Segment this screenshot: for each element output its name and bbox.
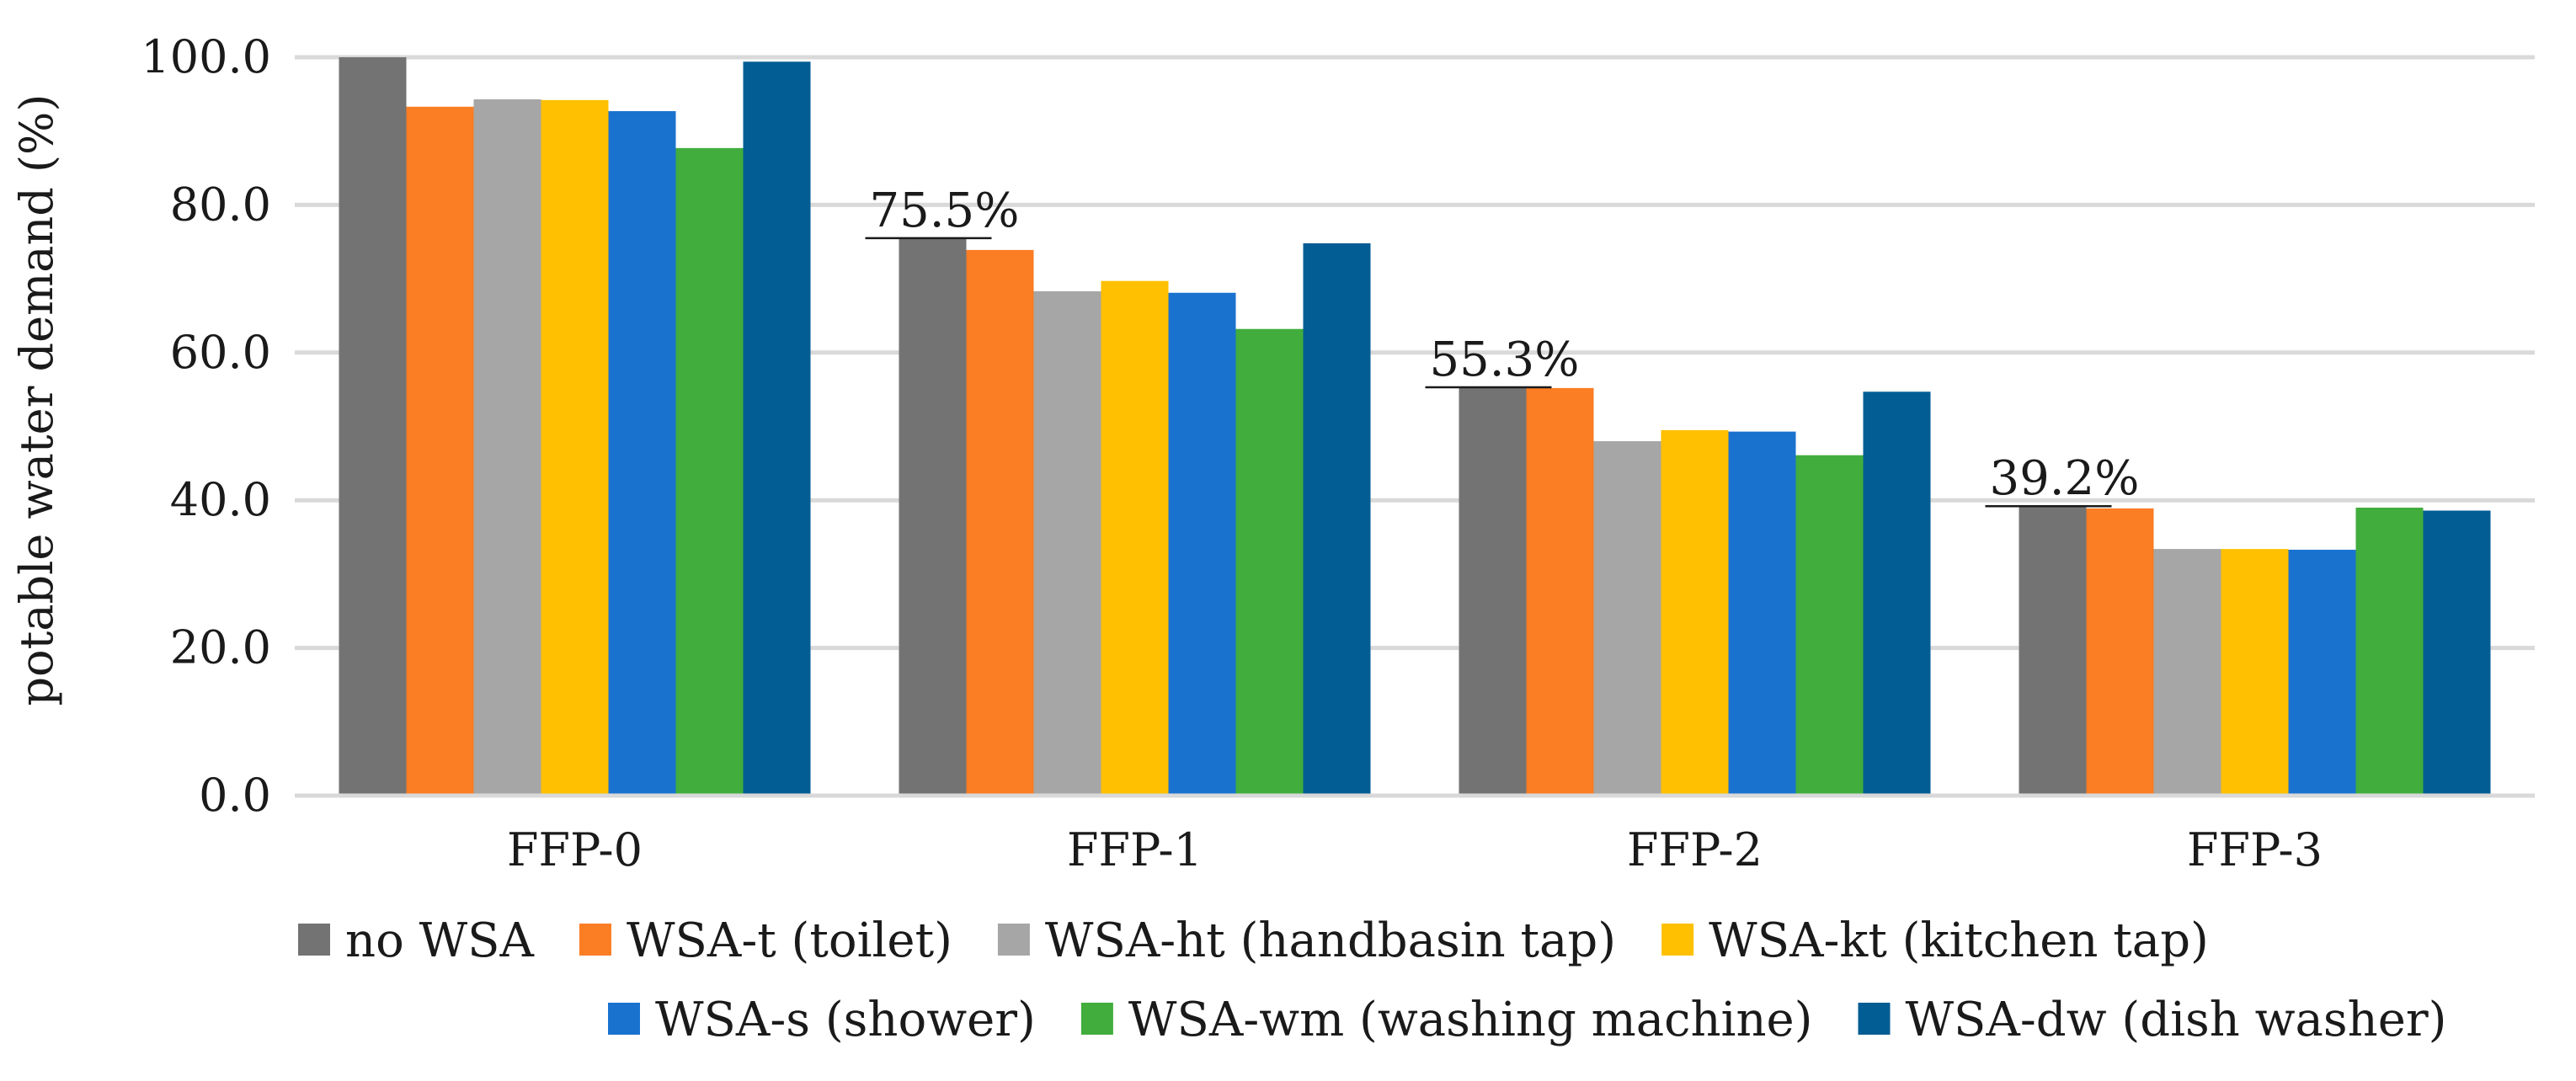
x-tick-label: FFP-3 — [2187, 823, 2323, 876]
bar — [608, 111, 676, 796]
y-axis-title: potable water demand (%) — [10, 94, 63, 706]
x-tick-label: FFP-2 — [1627, 823, 1763, 876]
annotations: 75.5% 55.3% 39.2% — [865, 184, 2140, 508]
legend-swatch — [579, 924, 611, 956]
bar — [2355, 507, 2424, 796]
bar — [2019, 506, 2087, 796]
y-tick-label: 60.0 — [170, 326, 271, 379]
legend-label: WSA-dw (dish washer) — [1906, 993, 2447, 1047]
legend-swatch — [608, 1003, 640, 1035]
bar — [541, 99, 609, 796]
bar — [1459, 387, 1527, 796]
legend-label: WSA-t (toilet) — [627, 913, 952, 968]
legend-label: no WSA — [345, 913, 535, 968]
bar — [2221, 549, 2289, 796]
annotation-label: 75.5% — [870, 184, 1020, 238]
legend-label: WSA-s (shower) — [655, 993, 1036, 1047]
bar — [675, 147, 744, 796]
legend-swatch — [1858, 1003, 1891, 1035]
y-tick-label: 100.0 — [141, 30, 271, 83]
bar — [473, 99, 541, 796]
bar — [1795, 455, 1864, 796]
y-tick-label: 0.0 — [199, 769, 271, 822]
annotation-label: 55.3% — [1430, 333, 1580, 387]
bar — [899, 237, 967, 796]
bar — [1303, 243, 1371, 796]
legend-swatch — [997, 924, 1030, 956]
bar — [1235, 328, 1304, 796]
bar — [2288, 549, 2356, 796]
legend-label: WSA-kt (kitchen tap) — [1709, 913, 2209, 968]
legend-label: WSA-ht (handbasin tap) — [1045, 913, 1616, 968]
bar — [1863, 391, 1931, 796]
bar — [743, 61, 811, 796]
bar — [1593, 441, 1661, 796]
bar — [1661, 429, 1729, 796]
bar — [1526, 387, 1594, 796]
bar — [2153, 549, 2221, 796]
x-tick-label: FFP-0 — [507, 823, 643, 876]
annotation-label: 39.2% — [1990, 451, 2140, 506]
bar — [2423, 510, 2491, 796]
y-tick-label: 80.0 — [170, 178, 271, 231]
legend-swatch — [1080, 1003, 1113, 1035]
bar — [1728, 431, 1796, 796]
y-tick-label: 20.0 — [170, 621, 271, 674]
bar — [1101, 280, 1169, 796]
bar — [339, 57, 407, 796]
bar — [1168, 292, 1236, 796]
y-tick-label: 40.0 — [170, 473, 271, 526]
legend-swatch — [298, 924, 330, 956]
legend: no WSA WSA-t (toilet) WSA-ht (handbasin ta… — [298, 913, 2446, 1047]
bar — [2086, 508, 2154, 796]
x-tick-label: FFP-1 — [1067, 823, 1203, 876]
bars — [339, 57, 2491, 796]
bar — [1033, 291, 1101, 796]
y-axis: 0.0 20.0 40.0 60.0 80.0 100.0 — [141, 30, 271, 822]
bar — [406, 106, 474, 796]
bar — [966, 249, 1034, 796]
x-axis: FFP-0 FFP-1 FFP-2 FFP-3 — [295, 793, 2535, 876]
legend-swatch — [1661, 924, 1694, 956]
legend-label: WSA-wm (washing machine) — [1128, 993, 1813, 1047]
